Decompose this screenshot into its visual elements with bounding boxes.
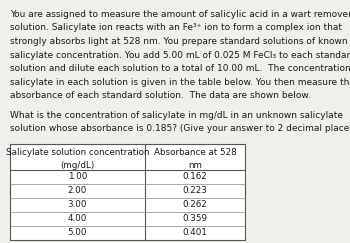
Text: solution whose absorbance is 0.185? (Give your answer to 2 decimal places): solution whose absorbance is 0.185? (Giv… [10,124,350,133]
Text: solution and dilute each solution to a total of 10.00 mL.  The concentration of: solution and dilute each solution to a t… [10,64,350,73]
Text: 5.00: 5.00 [68,228,87,237]
Text: 4.00: 4.00 [68,214,87,223]
Text: solution. Salicylate ion reacts with an Fe³⁺ ion to form a complex ion that: solution. Salicylate ion reacts with an … [10,24,342,33]
Text: 1.00: 1.00 [68,172,87,181]
Text: 0.359: 0.359 [182,214,208,223]
Text: 0.223: 0.223 [183,186,208,195]
Bar [10,144,245,240]
Text: Salicylate solution concentration: Salicylate solution concentration [6,148,149,156]
Text: salicylate concentration. You add 5.00 mL of 0.025 M FeCl₃ to each standard: salicylate concentration. You add 5.00 m… [10,51,350,60]
Text: (mg/dL): (mg/dL) [60,160,95,170]
Text: You are assigned to measure the amount of salicylic acid in a wart remover: You are assigned to measure the amount o… [10,10,350,19]
Text: absorbance of each standard solution.  The data are shown below.: absorbance of each standard solution. Th… [10,91,311,100]
Text: What is the concentration of salicylate in mg/dL in an unknown salicylate: What is the concentration of salicylate … [10,111,343,120]
Text: Absorbance at 528: Absorbance at 528 [154,148,236,156]
Text: nm: nm [188,160,202,170]
Text: 0.162: 0.162 [183,172,207,181]
Text: salicylate in each solution is given in the table below. You then measure the: salicylate in each solution is given in … [10,78,350,87]
Text: strongly absorbs light at 528 nm. You prepare standard solutions of known: strongly absorbs light at 528 nm. You pr… [10,37,348,46]
Text: 3.00: 3.00 [68,200,87,209]
Bar [10,144,245,240]
Text: 0.262: 0.262 [183,200,207,209]
Text: 0.401: 0.401 [183,228,208,237]
Text: 2.00: 2.00 [68,186,87,195]
